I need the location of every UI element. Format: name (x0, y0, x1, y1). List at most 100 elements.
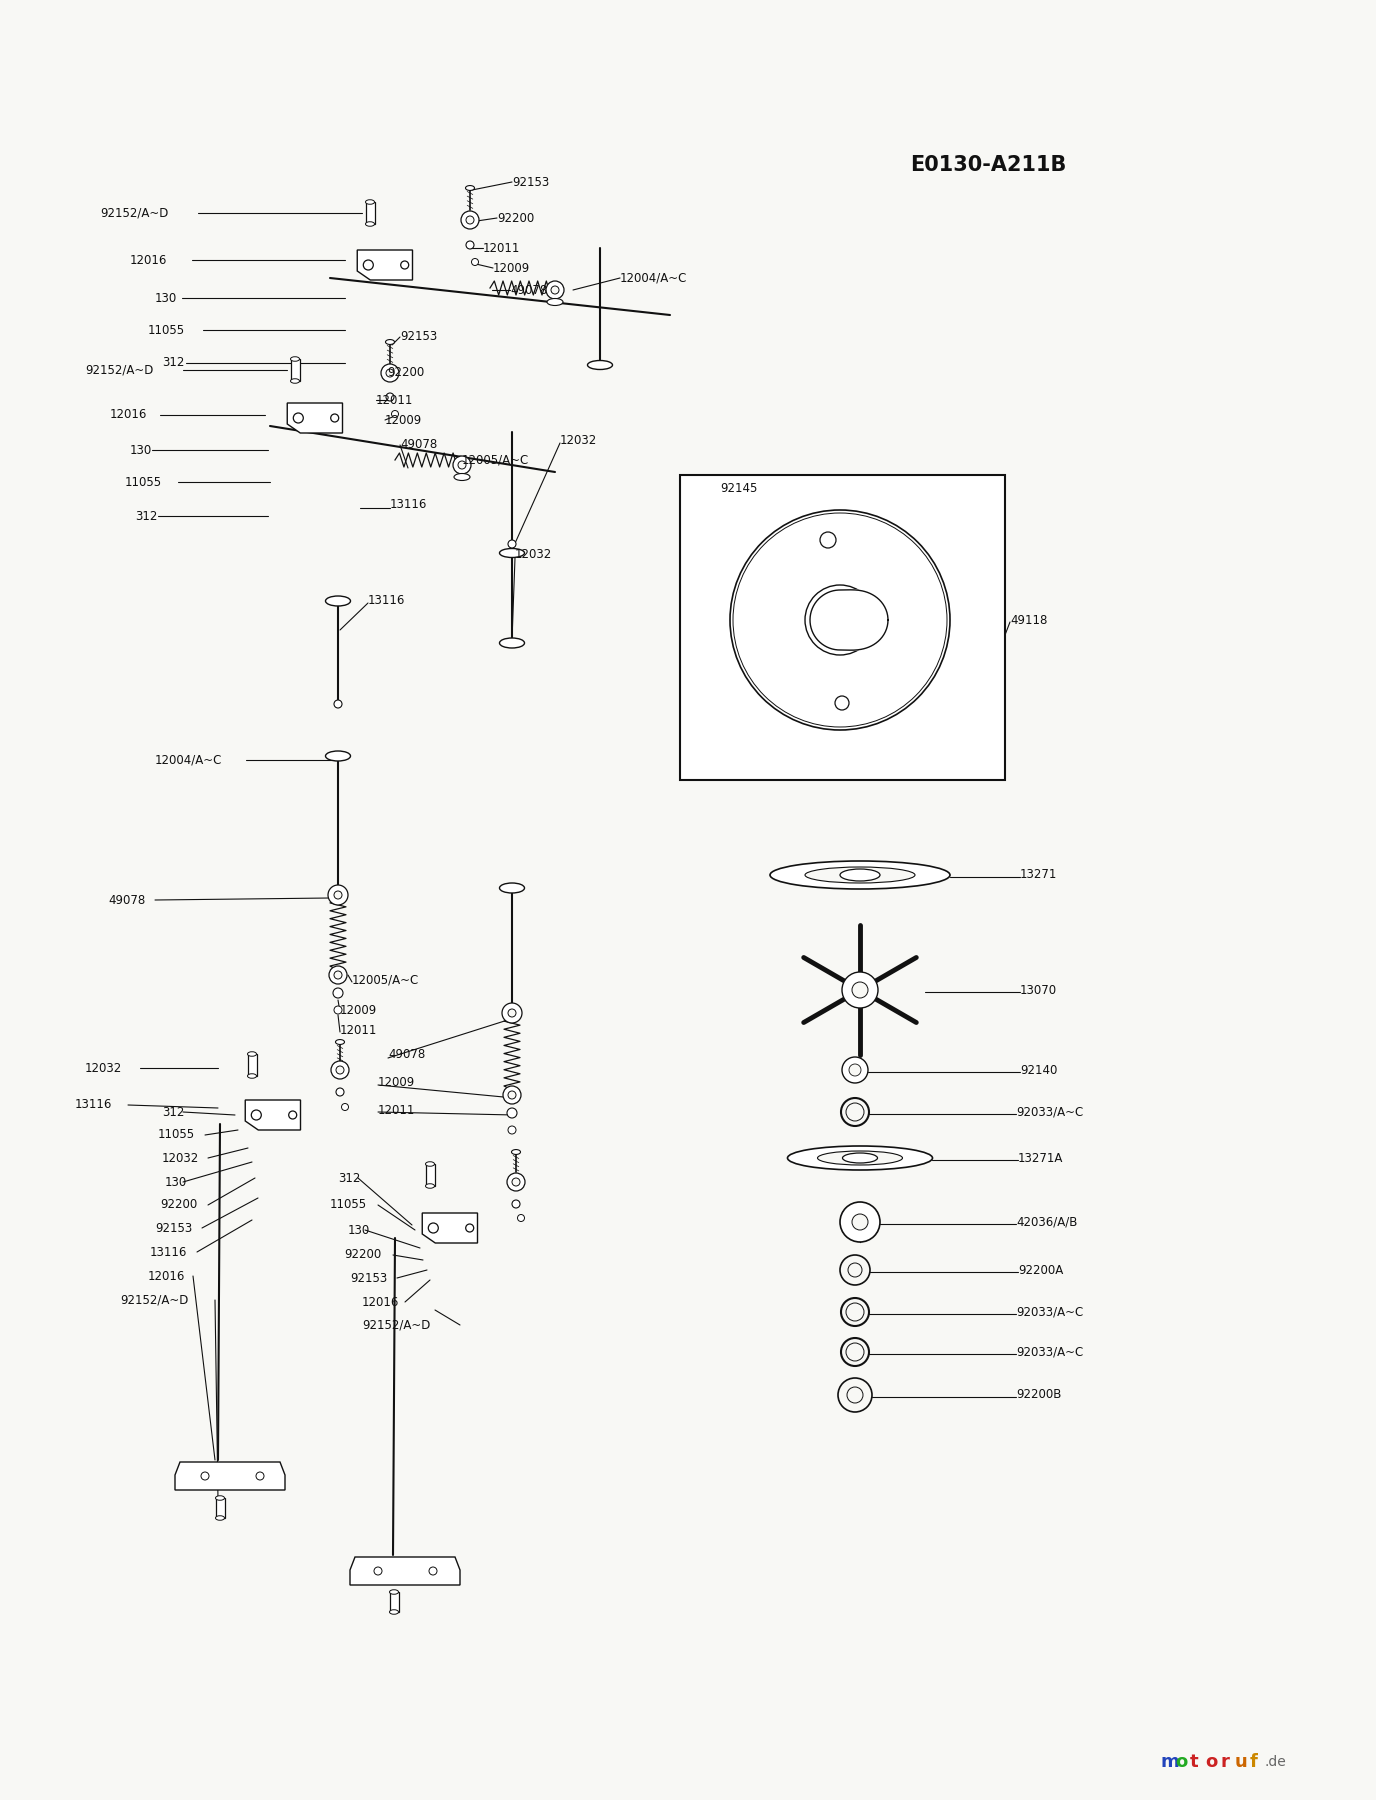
Text: 312: 312 (162, 356, 184, 369)
Circle shape (256, 1472, 264, 1480)
Text: 92145: 92145 (720, 481, 757, 495)
Text: 92152/A~D: 92152/A~D (100, 207, 168, 220)
Ellipse shape (548, 299, 563, 306)
Text: 92200: 92200 (387, 365, 424, 378)
Text: 92200: 92200 (344, 1249, 381, 1262)
Text: 12011: 12011 (378, 1103, 416, 1116)
Text: 92153: 92153 (350, 1271, 387, 1285)
Polygon shape (288, 403, 343, 434)
Text: 13271A: 13271A (1018, 1152, 1064, 1165)
Circle shape (805, 585, 875, 655)
Text: 12004/A~C: 12004/A~C (621, 272, 688, 284)
Text: 49078: 49078 (510, 283, 548, 297)
Text: 12032: 12032 (162, 1152, 200, 1165)
Ellipse shape (326, 596, 351, 607)
Text: 49078: 49078 (107, 893, 146, 907)
Ellipse shape (385, 340, 395, 344)
Text: E0130-A211B: E0130-A211B (910, 155, 1066, 175)
Circle shape (472, 259, 479, 265)
Text: t: t (1190, 1753, 1198, 1771)
Text: 12009: 12009 (493, 261, 530, 274)
Ellipse shape (839, 869, 881, 880)
Text: 92200: 92200 (497, 212, 534, 225)
Bar (216, 1498, 226, 1517)
Text: r: r (1221, 1753, 1229, 1771)
Circle shape (330, 414, 338, 421)
Text: o: o (1175, 1753, 1187, 1771)
Text: 92140: 92140 (1020, 1064, 1057, 1076)
Text: 13070: 13070 (1020, 983, 1057, 997)
Circle shape (400, 261, 409, 268)
Text: 92033/A~C: 92033/A~C (1015, 1305, 1083, 1318)
Ellipse shape (326, 751, 351, 761)
Text: 12005/A~C: 12005/A~C (462, 454, 530, 466)
Text: 312: 312 (338, 1172, 361, 1184)
Circle shape (387, 392, 394, 401)
Text: 13116: 13116 (367, 594, 406, 607)
Text: 12032: 12032 (515, 549, 552, 562)
Circle shape (508, 1010, 516, 1017)
Text: .de: .de (1265, 1755, 1287, 1769)
Polygon shape (350, 1557, 460, 1586)
Circle shape (849, 1064, 861, 1076)
Circle shape (835, 697, 849, 709)
Circle shape (839, 1202, 881, 1242)
Circle shape (508, 1127, 516, 1134)
Circle shape (201, 1472, 209, 1480)
Text: 12016: 12016 (110, 409, 147, 421)
Text: m: m (1160, 1753, 1179, 1771)
Circle shape (387, 369, 394, 376)
Text: f: f (1249, 1753, 1258, 1771)
Circle shape (465, 1224, 473, 1231)
Polygon shape (245, 1100, 300, 1130)
Text: 92152/A~D: 92152/A~D (85, 364, 153, 376)
Ellipse shape (389, 1589, 399, 1595)
Text: 13116: 13116 (389, 499, 428, 511)
Text: 92153: 92153 (400, 331, 438, 344)
Ellipse shape (290, 356, 300, 362)
Text: 12011: 12011 (376, 394, 413, 407)
Circle shape (428, 1222, 439, 1233)
Text: 12009: 12009 (385, 414, 422, 427)
Circle shape (550, 286, 559, 293)
Circle shape (453, 455, 471, 473)
Text: 12016: 12016 (362, 1296, 399, 1309)
Circle shape (336, 1087, 344, 1096)
Circle shape (502, 1003, 522, 1022)
Ellipse shape (499, 637, 524, 648)
Text: 130: 130 (348, 1224, 370, 1237)
Circle shape (842, 972, 878, 1008)
Text: 92200B: 92200B (1015, 1388, 1061, 1402)
Ellipse shape (805, 868, 915, 884)
Text: 312: 312 (135, 509, 157, 522)
Text: 11055: 11055 (158, 1129, 195, 1141)
Ellipse shape (366, 221, 374, 227)
Text: 11055: 11055 (149, 324, 186, 337)
Text: 312: 312 (162, 1105, 184, 1118)
Text: u: u (1236, 1753, 1248, 1771)
Circle shape (333, 887, 343, 898)
Ellipse shape (290, 378, 300, 383)
Circle shape (381, 364, 399, 382)
Circle shape (820, 533, 837, 547)
Circle shape (333, 988, 343, 997)
Polygon shape (358, 250, 413, 281)
Ellipse shape (499, 884, 524, 893)
Text: 13116: 13116 (150, 1246, 187, 1258)
Circle shape (466, 241, 473, 248)
Text: 92152/A~D: 92152/A~D (362, 1318, 431, 1332)
Circle shape (504, 1085, 522, 1103)
Ellipse shape (248, 1051, 256, 1057)
Ellipse shape (771, 860, 949, 889)
Bar (427, 1165, 435, 1186)
Bar (680, 475, 1004, 779)
Text: 42036/A/B: 42036/A/B (1015, 1215, 1077, 1228)
Ellipse shape (216, 1496, 224, 1499)
Text: 92200A: 92200A (1018, 1264, 1064, 1276)
Circle shape (842, 1057, 868, 1084)
Polygon shape (422, 1213, 477, 1244)
Text: 12005/A~C: 12005/A~C (352, 974, 420, 986)
Text: 92152/A~D: 92152/A~D (120, 1294, 189, 1307)
Text: 12016: 12016 (149, 1269, 186, 1282)
Circle shape (334, 1006, 343, 1013)
